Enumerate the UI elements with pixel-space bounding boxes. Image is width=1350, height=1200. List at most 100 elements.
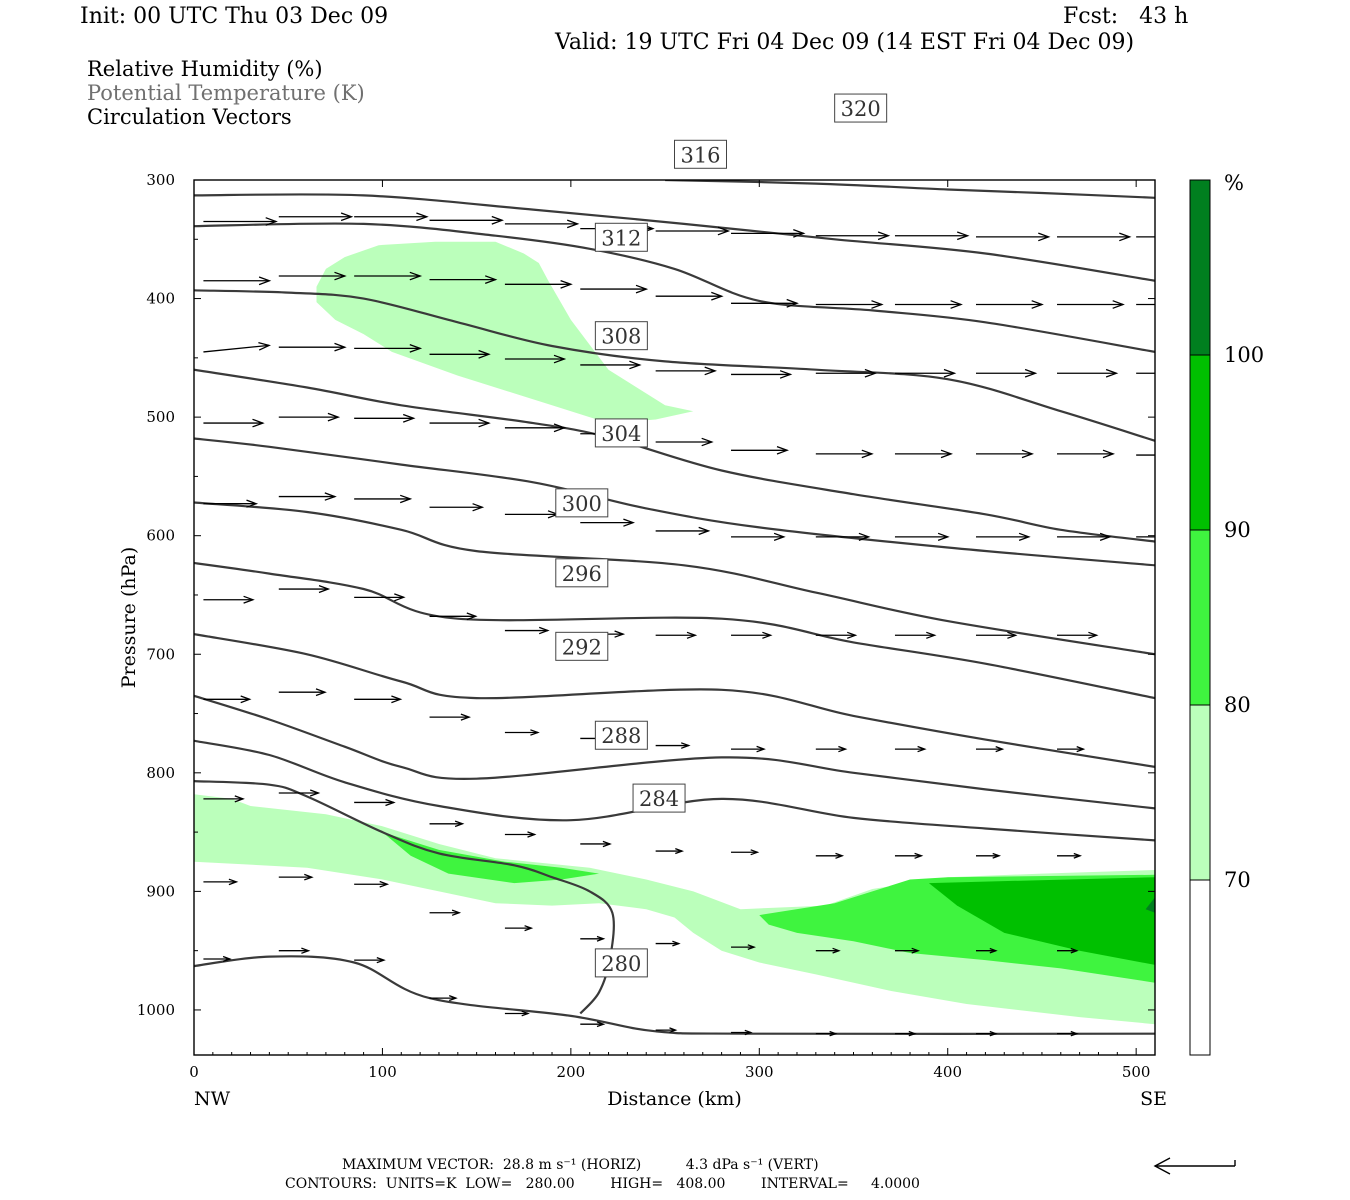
contour-label-312: 312 xyxy=(601,226,641,250)
legend-relative-humidity: Relative Humidity (%) xyxy=(87,57,323,81)
vector-104 xyxy=(429,909,462,916)
vector-3 xyxy=(429,215,504,225)
vector-92 xyxy=(429,820,465,828)
vector-87 xyxy=(975,745,1005,753)
vector-31 xyxy=(580,360,642,370)
y-tick-label-500: 500 xyxy=(146,408,175,426)
y-tick-label-800: 800 xyxy=(146,764,175,782)
vector-14 xyxy=(278,271,347,281)
contour-label-320: 320 xyxy=(841,97,881,121)
vector-59 xyxy=(731,532,786,542)
vector-22 xyxy=(894,300,963,309)
contour-label-box-304 xyxy=(594,418,648,448)
contour-label-316: 316 xyxy=(680,143,720,167)
vector-1 xyxy=(278,212,354,222)
vector-15 xyxy=(354,271,423,281)
vector-117 xyxy=(504,1010,530,1017)
contour-label-284: 284 xyxy=(639,787,679,811)
vector-0 xyxy=(203,217,278,226)
contour-label-box-320 xyxy=(834,93,888,123)
rh-region-80-2 xyxy=(382,832,600,884)
contour-label-300: 300 xyxy=(562,492,602,516)
contour-label-box-284 xyxy=(632,783,686,813)
y-tick-label-1000: 1000 xyxy=(137,1001,175,1019)
valid-time: Valid: 19 UTC Fri 04 Dec 09 (14 EST Fri … xyxy=(555,30,1135,55)
rh-region-100-5 xyxy=(1145,897,1155,913)
vector-64 xyxy=(1136,536,1155,538)
colorbar-segment-1 xyxy=(1190,705,1210,880)
vector-39 xyxy=(203,418,265,428)
vector-106 xyxy=(580,935,606,942)
legend-circulation-vectors: Circulation Vectors xyxy=(87,105,292,129)
vector-50 xyxy=(1057,449,1115,459)
vector-2 xyxy=(354,212,429,222)
vector-32 xyxy=(655,366,717,376)
colorbar-label-100: 100 xyxy=(1224,343,1264,367)
vector-56 xyxy=(504,510,560,519)
vector-76 xyxy=(1057,631,1099,639)
vector-38 xyxy=(1136,372,1155,374)
contour-label-box-312 xyxy=(594,222,648,252)
vector-109 xyxy=(815,947,841,954)
vector-78 xyxy=(278,688,327,697)
vector-116 xyxy=(429,994,458,1002)
se-label: SE xyxy=(1140,1088,1167,1110)
vector-41 xyxy=(354,413,416,423)
theta-contour-300-6 xyxy=(194,501,1155,656)
max-vector-note: MAXIMUM VECTOR: 28.8 m s⁻¹ (HORIZ) 4.3 d… xyxy=(342,1157,819,1173)
colorbar-unit: % xyxy=(1224,171,1244,195)
theta-contour-280-0 xyxy=(194,955,1155,1035)
vector-45 xyxy=(655,437,714,447)
contour-label-box-316 xyxy=(674,139,727,169)
vector-115 xyxy=(354,956,386,964)
vector-46 xyxy=(731,445,789,455)
theta-contour-316-10 xyxy=(194,222,1155,353)
vector-66 xyxy=(278,584,331,594)
vector-43 xyxy=(504,423,567,433)
vector-51 xyxy=(1136,454,1155,456)
vector-112 xyxy=(1057,947,1079,954)
vector-6 xyxy=(655,226,731,236)
vector-47 xyxy=(815,449,874,459)
theta-contour-284-2 xyxy=(194,739,1155,842)
contour-label-box-292 xyxy=(555,631,609,661)
vector-37 xyxy=(1057,368,1119,378)
theta-contour-320-11 xyxy=(194,193,1155,282)
vector-118 xyxy=(580,1021,606,1028)
contour-label-304: 304 xyxy=(601,422,641,446)
vector-55 xyxy=(429,503,485,512)
colorbar-label-80: 80 xyxy=(1224,693,1251,717)
vector-94 xyxy=(580,840,612,848)
vector-84 xyxy=(731,745,766,753)
vector-33 xyxy=(731,370,793,379)
vector-100 xyxy=(1057,852,1082,859)
vector-97 xyxy=(815,852,845,859)
vector-123 xyxy=(975,1030,998,1037)
colorbar-frame xyxy=(1189,179,1211,1056)
vector-83 xyxy=(655,742,691,749)
theta-contour-304-7 xyxy=(194,437,1155,567)
vector-26 xyxy=(203,341,271,353)
vector-103 xyxy=(354,880,390,888)
plot-frame xyxy=(193,179,1156,1056)
vector-79 xyxy=(354,695,403,704)
vector-111 xyxy=(975,947,998,954)
y-tick-label-400: 400 xyxy=(146,290,175,308)
vector-4 xyxy=(504,219,580,229)
forecast-hour: Fcst: 43 h xyxy=(1063,4,1189,29)
vector-16 xyxy=(429,275,498,285)
vector-12 xyxy=(1136,236,1155,238)
vector-13 xyxy=(203,276,272,286)
vector-40 xyxy=(278,412,341,422)
colorbar-segment-4 xyxy=(1190,180,1210,355)
vector-99 xyxy=(975,852,1002,859)
theta-contour-324-12 xyxy=(665,180,1155,199)
vector-105 xyxy=(504,925,534,932)
vector-42 xyxy=(429,418,491,428)
vector-36 xyxy=(975,368,1038,378)
vector-96 xyxy=(731,849,760,856)
vector-121 xyxy=(815,1030,838,1037)
vector-67 xyxy=(354,593,406,602)
theta-contour-288-3 xyxy=(194,694,1155,810)
vector-58 xyxy=(655,526,711,536)
